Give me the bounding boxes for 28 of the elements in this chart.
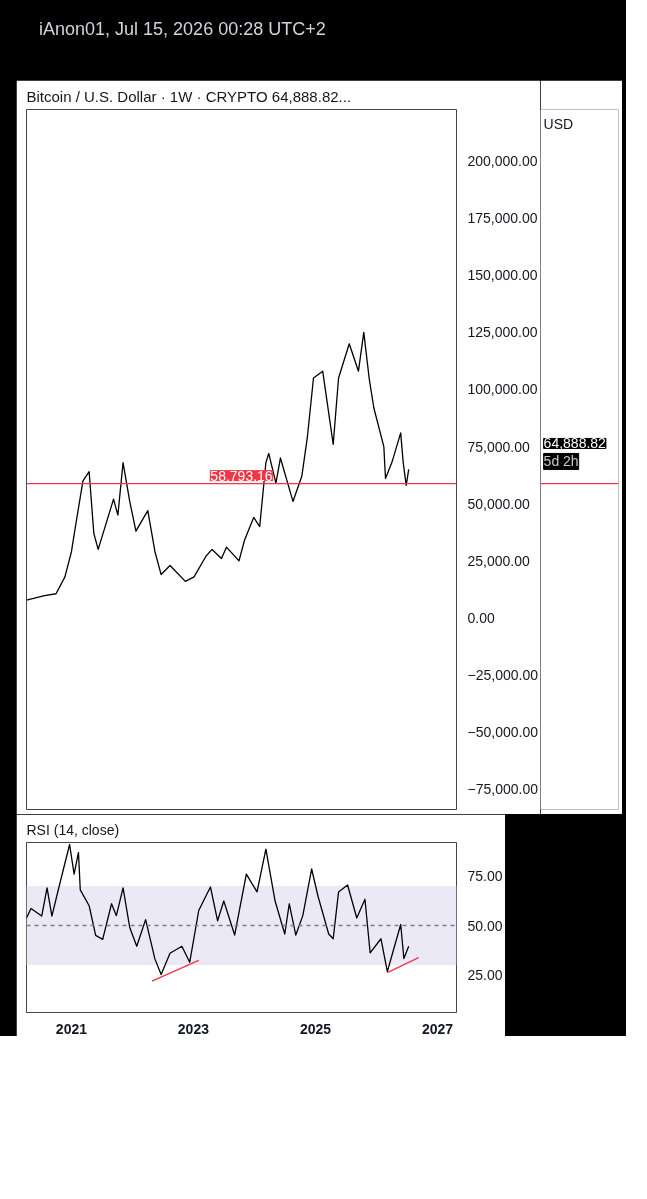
- line-series: [26, 331, 410, 601]
- text: 64,888.82: [543, 435, 607, 452]
- x-tick-label: 2021: [55, 1020, 88, 1037]
- y-tick-label: 25.00: [467, 966, 503, 983]
- y-tick-label: 125,000.00: [467, 324, 538, 341]
- x-tick-label: 2023: [177, 1020, 210, 1037]
- y-tick-label: 50,000.00: [467, 495, 530, 512]
- x-tick-label: 2027: [421, 1020, 454, 1037]
- ref-line-label: 58,793.16: [210, 467, 273, 484]
- y-tick-label: 100,000.00: [467, 381, 538, 398]
- y-tick-label: 150,000.00: [467, 267, 538, 284]
- chart-subtitle: iAnon01, Jul 15, 2026 00:28 UTC+2: [39, 18, 326, 41]
- y-tick-label: 75,000.00: [467, 438, 530, 455]
- text: 5d 2h: [543, 453, 579, 470]
- y-tick-label: 75.00: [467, 868, 503, 885]
- y-tick-label: 175,000.00: [467, 210, 538, 227]
- y-tick-label: 200,000.00: [467, 152, 538, 169]
- y-tick-label: 0.00: [467, 609, 495, 626]
- y-tick-label: 50.00: [467, 917, 503, 934]
- y-tick-label: −75,000.00: [467, 781, 539, 798]
- y-tick-label: −25,000.00: [467, 667, 539, 684]
- chart-title: RSI (14, close): [26, 821, 120, 838]
- y-axis-title: USD: [543, 115, 574, 132]
- x-tick-label: 2025: [299, 1020, 332, 1037]
- line-series: [26, 843, 410, 976]
- y-tick-label: −50,000.00: [467, 724, 539, 741]
- chart-title: Bitcoin / U.S. Dollar · 1W · CRYPTO 64,888.82...: [26, 87, 352, 105]
- y-tick-label: 25,000.00: [467, 552, 530, 569]
